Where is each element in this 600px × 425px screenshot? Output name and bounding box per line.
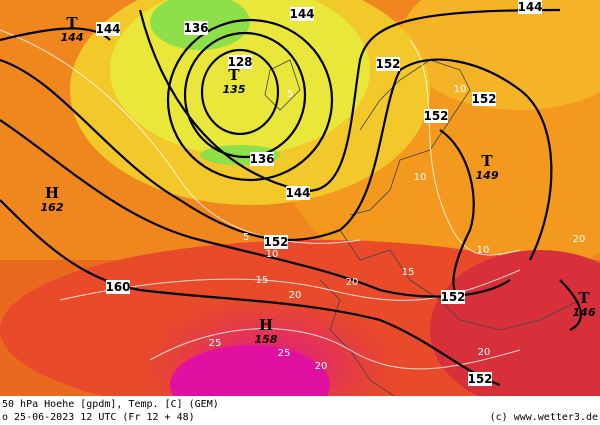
footer-bg: [0, 396, 600, 425]
system-value: 144: [61, 31, 84, 44]
temp-label: 15: [256, 275, 269, 286]
label-bg: [106, 280, 130, 294]
temp-label: 10: [477, 245, 490, 256]
height-label: 144: [517, 0, 542, 14]
temp-label: 10: [414, 172, 427, 183]
height-label: 152: [375, 57, 400, 71]
footer-date: o 25-06-2023 12 UTC (Fr 12 + 48): [2, 412, 195, 423]
temp-label: 20: [346, 277, 359, 288]
temp-label: 5: [243, 232, 249, 243]
system-letter: T: [481, 152, 493, 170]
system-value: 162: [41, 201, 64, 214]
footer-credit: (c) www.wetter3.de: [490, 412, 598, 423]
temp-label: 20: [478, 347, 491, 358]
label-bg: [472, 92, 496, 106]
temp-label: 10: [266, 249, 279, 260]
label-bg: [228, 55, 252, 69]
label-bg: [264, 235, 288, 249]
height-label: 128: [227, 55, 252, 69]
label-bg: [376, 57, 400, 71]
system-value: 135: [223, 83, 246, 96]
label-bg: [290, 7, 314, 21]
coastlines: [264, 59, 581, 401]
system-letter: H: [259, 316, 273, 334]
system-letter: T: [66, 14, 78, 32]
temp-label: 20: [315, 361, 328, 372]
label-bg: [286, 186, 310, 200]
height-label: 152: [471, 92, 496, 106]
height-label: 152: [263, 235, 288, 249]
temp-label: 10: [454, 84, 467, 95]
height-label: 160: [105, 280, 130, 294]
system-letter: H: [45, 184, 59, 202]
label-bg: [96, 22, 120, 36]
label-bg: [468, 372, 492, 386]
height-contours: [0, 8, 582, 387]
temp-label: 5: [287, 89, 293, 100]
footer-title: 50 hPa Hoehe [gpdm], Temp. [C] (GEM): [2, 399, 219, 410]
temp-label: 15: [402, 267, 415, 278]
system-value: 149: [476, 169, 499, 182]
temp-label: 20: [573, 234, 586, 245]
height-label: 144: [95, 22, 120, 36]
label-bg: [424, 109, 448, 123]
label-bg: [518, 0, 542, 14]
label-bg: [250, 152, 274, 166]
system-value: 146: [573, 306, 596, 319]
system-letter: T: [578, 289, 590, 307]
height-label: 136: [183, 21, 208, 35]
height-label: 144: [285, 186, 310, 200]
label-bg: [184, 21, 208, 35]
height-label: 136: [249, 152, 274, 166]
label-bg: [441, 290, 465, 304]
height-label: 152: [440, 290, 465, 304]
system-letter: T: [228, 66, 240, 84]
height-label: 152: [423, 109, 448, 123]
height-label: 144: [289, 7, 314, 21]
system-value: 158: [255, 333, 278, 346]
temp-label: 25: [278, 348, 291, 359]
temp-label: 25: [209, 338, 222, 349]
temp-label: 20: [289, 290, 302, 301]
height-label: 152: [467, 372, 492, 386]
